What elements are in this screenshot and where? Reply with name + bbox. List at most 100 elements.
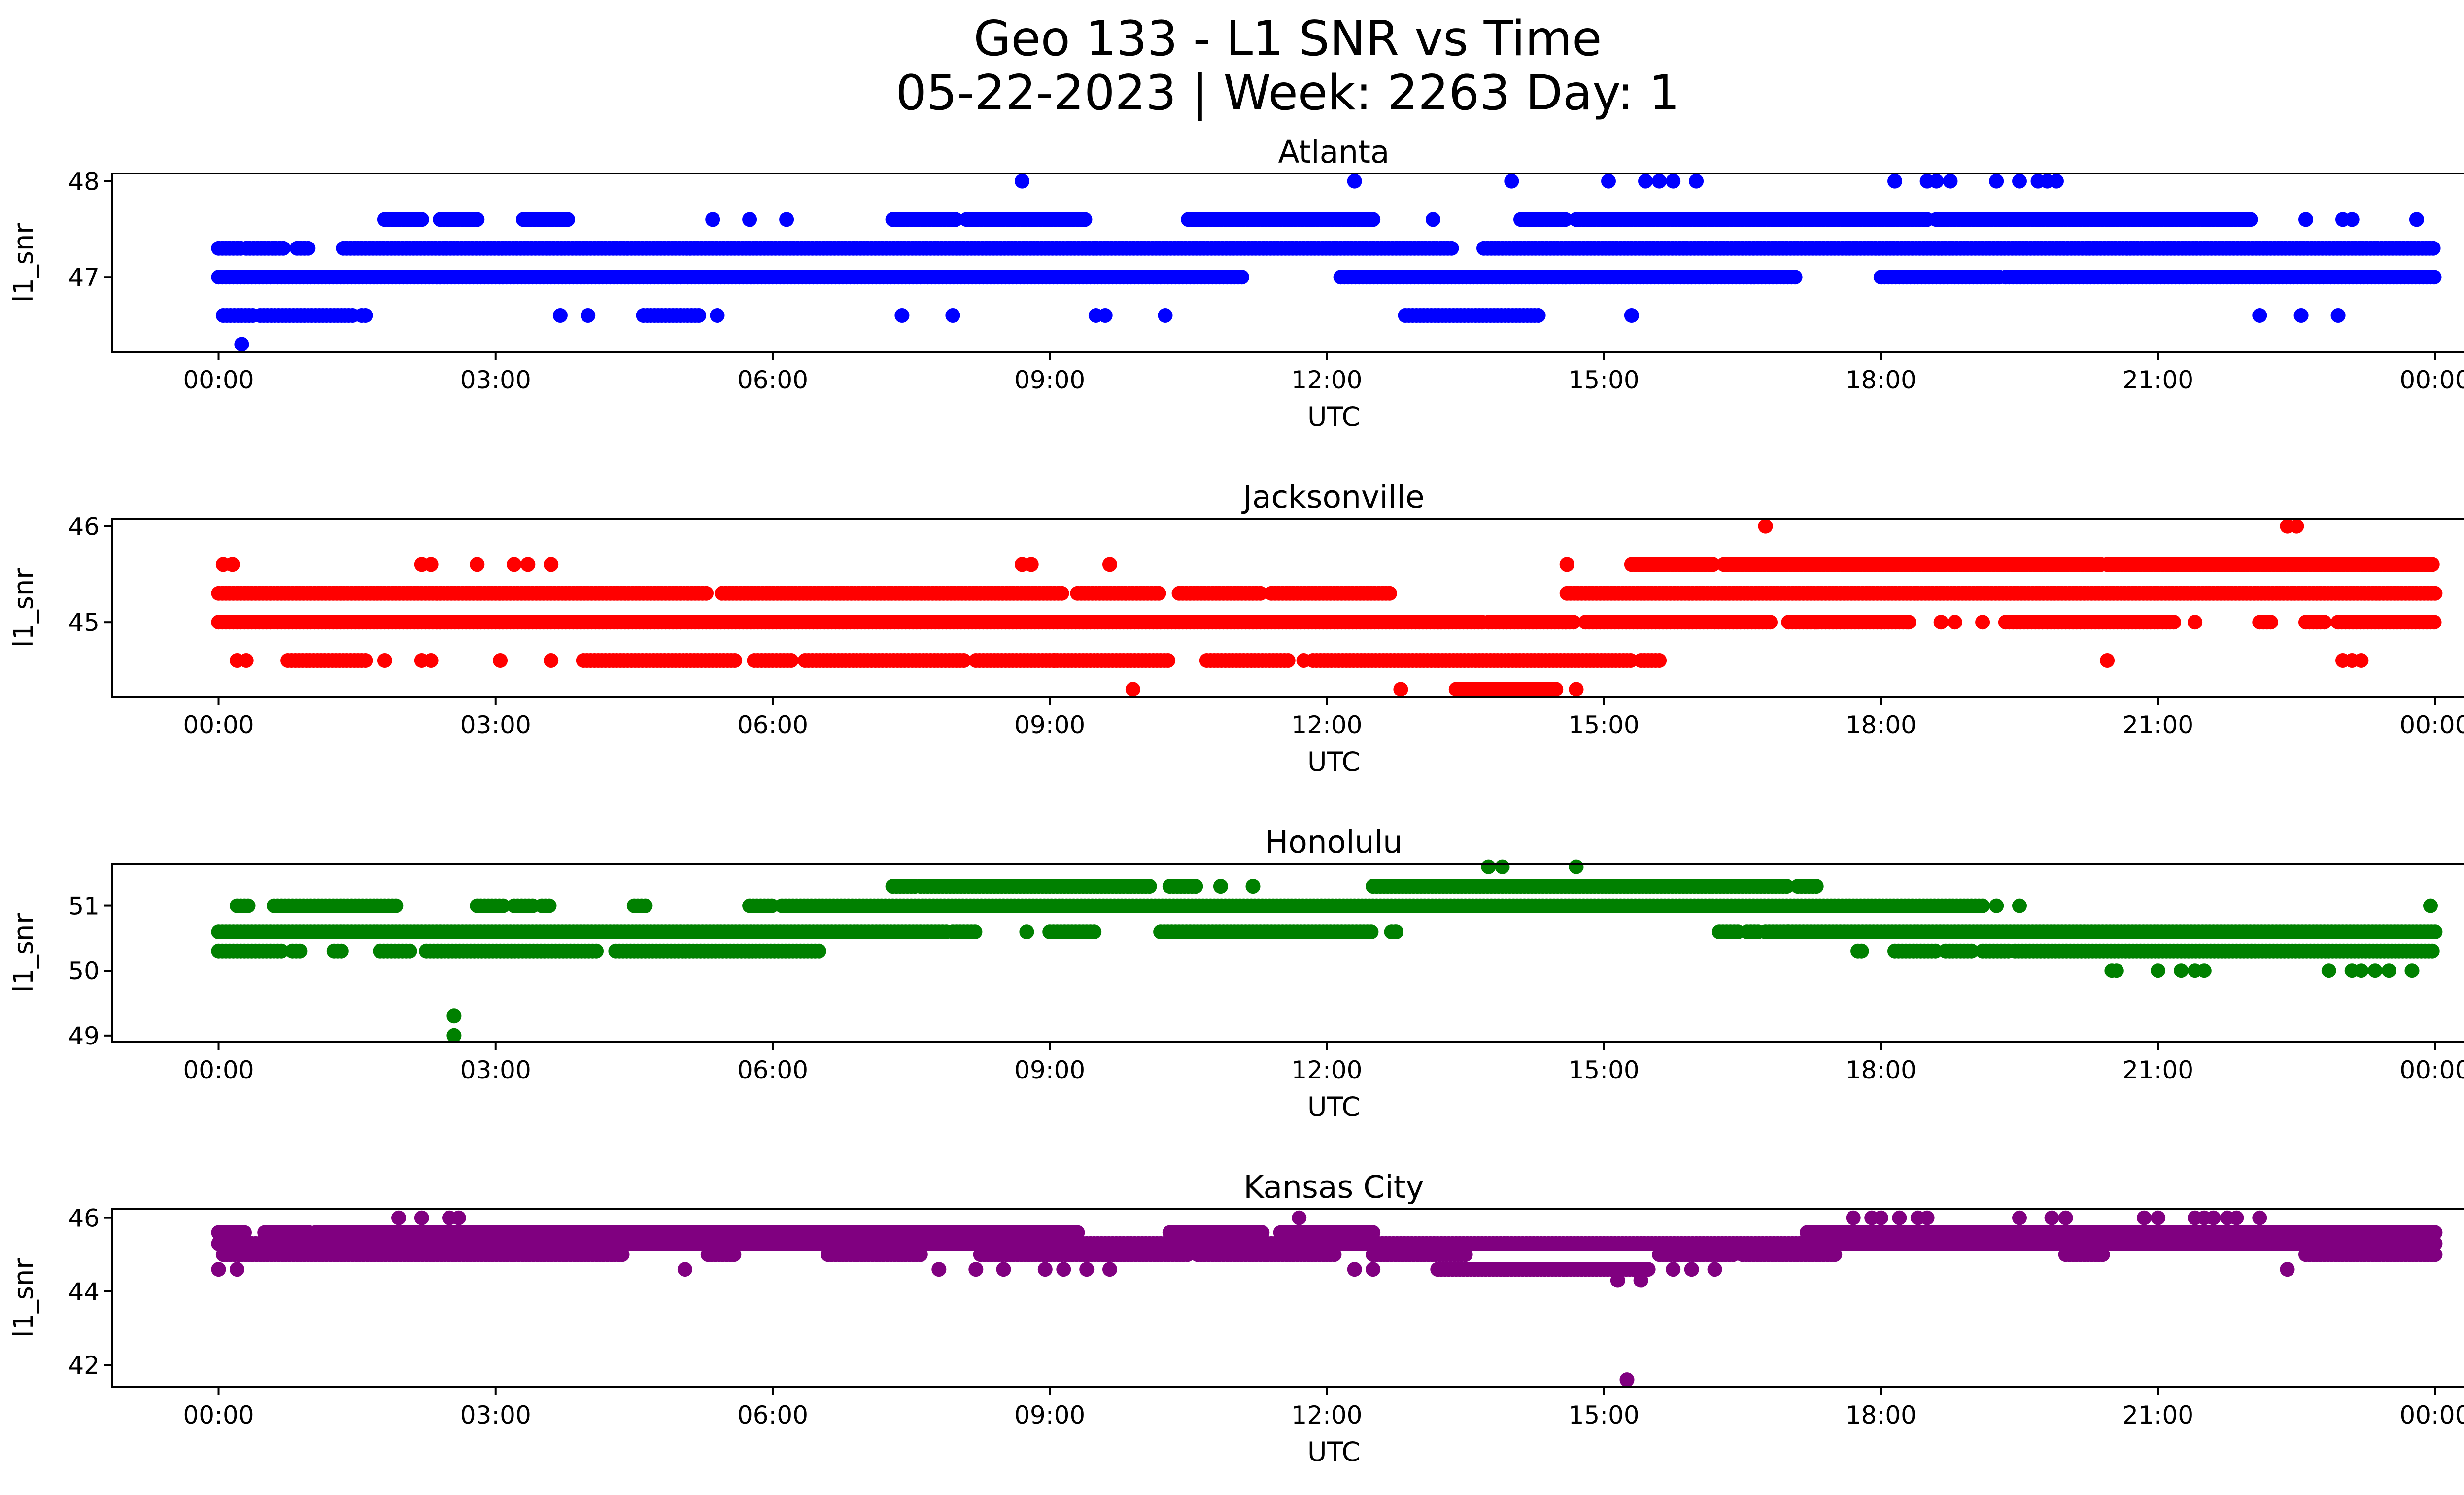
data-point [1125,682,1140,697]
y-axis-label: l1_snr [8,913,39,993]
subplots: 00:00 03:00 06:00 09:00 12:00 15:00 18:00 21:00… [8,134,2464,1467]
data-point [1481,859,1496,874]
data-point [1426,212,1440,227]
data-point [402,943,417,959]
y-tick-label: 51 [68,892,100,921]
data-point [507,557,522,572]
data-point [581,308,596,323]
data-point [779,212,794,227]
data-point [1158,308,1173,323]
data-point [2367,963,2383,978]
data-point [334,943,349,959]
x-tick-label: 18:00 [1846,366,1916,394]
data-point [2012,898,2027,913]
data-point [2404,963,2420,978]
data-point [727,653,743,668]
data-point [2166,615,2181,630]
data-point [1234,270,1249,285]
subplot-title: Atlanta [1278,134,1389,170]
x-tick-label: 06:00 [737,366,808,394]
data-point [1151,586,1166,601]
x-tick-label: 03:00 [460,1056,531,1084]
data-point [1077,212,1093,227]
data-point [1389,924,1403,939]
data-point [705,212,720,227]
data-point [2100,653,2115,668]
data-point [2174,963,2189,978]
x-tick-label: 12:00 [1291,711,1362,739]
data-point [1280,653,1296,668]
data-point [1296,653,1311,668]
data-point [470,212,485,227]
data-point [1559,557,1574,572]
data-point [1531,308,1546,323]
data-point [234,337,249,352]
data-point [1495,859,1510,874]
data-point [301,241,316,256]
data-points [211,859,2443,1043]
x-tick-label: 12:00 [1291,366,1362,394]
data-point [1989,174,2004,189]
data-point [691,308,707,323]
data-point [1943,174,1958,189]
x-tick-label: 00:00 [183,1056,254,1084]
data-point [1964,943,1979,959]
data-point [414,212,429,227]
data-point [2409,212,2424,227]
x-tick-label: 12:00 [1291,1056,1362,1084]
x-axis-label: UTC [1307,1091,1360,1122]
data-point [1364,924,1379,939]
data-point [1253,586,1268,601]
data-point [1887,174,1902,189]
data-point [1366,212,1381,227]
data-point [275,241,291,256]
subplot-atlanta: 00:00 03:00 06:00 09:00 12:00 15:00 18:00 21:00… [8,134,2464,432]
data-point [2427,270,2442,285]
data-point [2425,943,2440,959]
data-point [274,943,289,959]
x-tick-label: 21:00 [2122,366,2193,394]
data-point [544,557,559,572]
x-tick-label: 00:00 [2399,711,2464,739]
data-point [2426,241,2441,256]
data-point [446,1028,462,1043]
data-point [2428,924,2443,939]
data-point [1024,557,1039,572]
data-point [1666,174,1681,189]
data-point [1097,308,1113,323]
data-point [2298,212,2313,227]
data-point [1652,174,1667,189]
data-point [239,653,254,668]
y-tick-label: 47 [68,263,100,292]
data-point [2196,963,2212,978]
data-point [1758,519,1773,534]
data-point [520,557,536,572]
data-point [358,308,373,323]
data-point [2151,963,2166,978]
data-point [1763,615,1778,630]
data-point [2317,615,2332,630]
x-tick-label: 09:00 [1014,366,1085,394]
data-point [377,653,392,668]
data-point [2330,308,2346,323]
data-point [1901,615,1916,630]
data-point [1933,615,1949,630]
data-point [446,1008,462,1024]
data-point [1623,653,1638,668]
data-point [1566,615,1581,630]
data-point [2423,898,2438,913]
x-tick-label: 21:00 [2122,1056,2193,1084]
data-point [1047,653,1062,668]
y-tick-label: 46 [68,513,100,541]
data-point [544,653,559,668]
x-tick-label: 03:00 [460,711,531,739]
subplot-title: Honolulu [1265,824,1403,860]
data-point [225,557,240,572]
data-point [2321,963,2336,978]
data-point [948,212,963,227]
data-point [1245,879,1261,894]
figure-title-line1: Geo 133 - L1 SNR vs Time [974,11,1602,67]
x-axis-label: UTC [1307,401,1360,432]
data-point [1444,241,1459,256]
data-point [638,898,653,913]
